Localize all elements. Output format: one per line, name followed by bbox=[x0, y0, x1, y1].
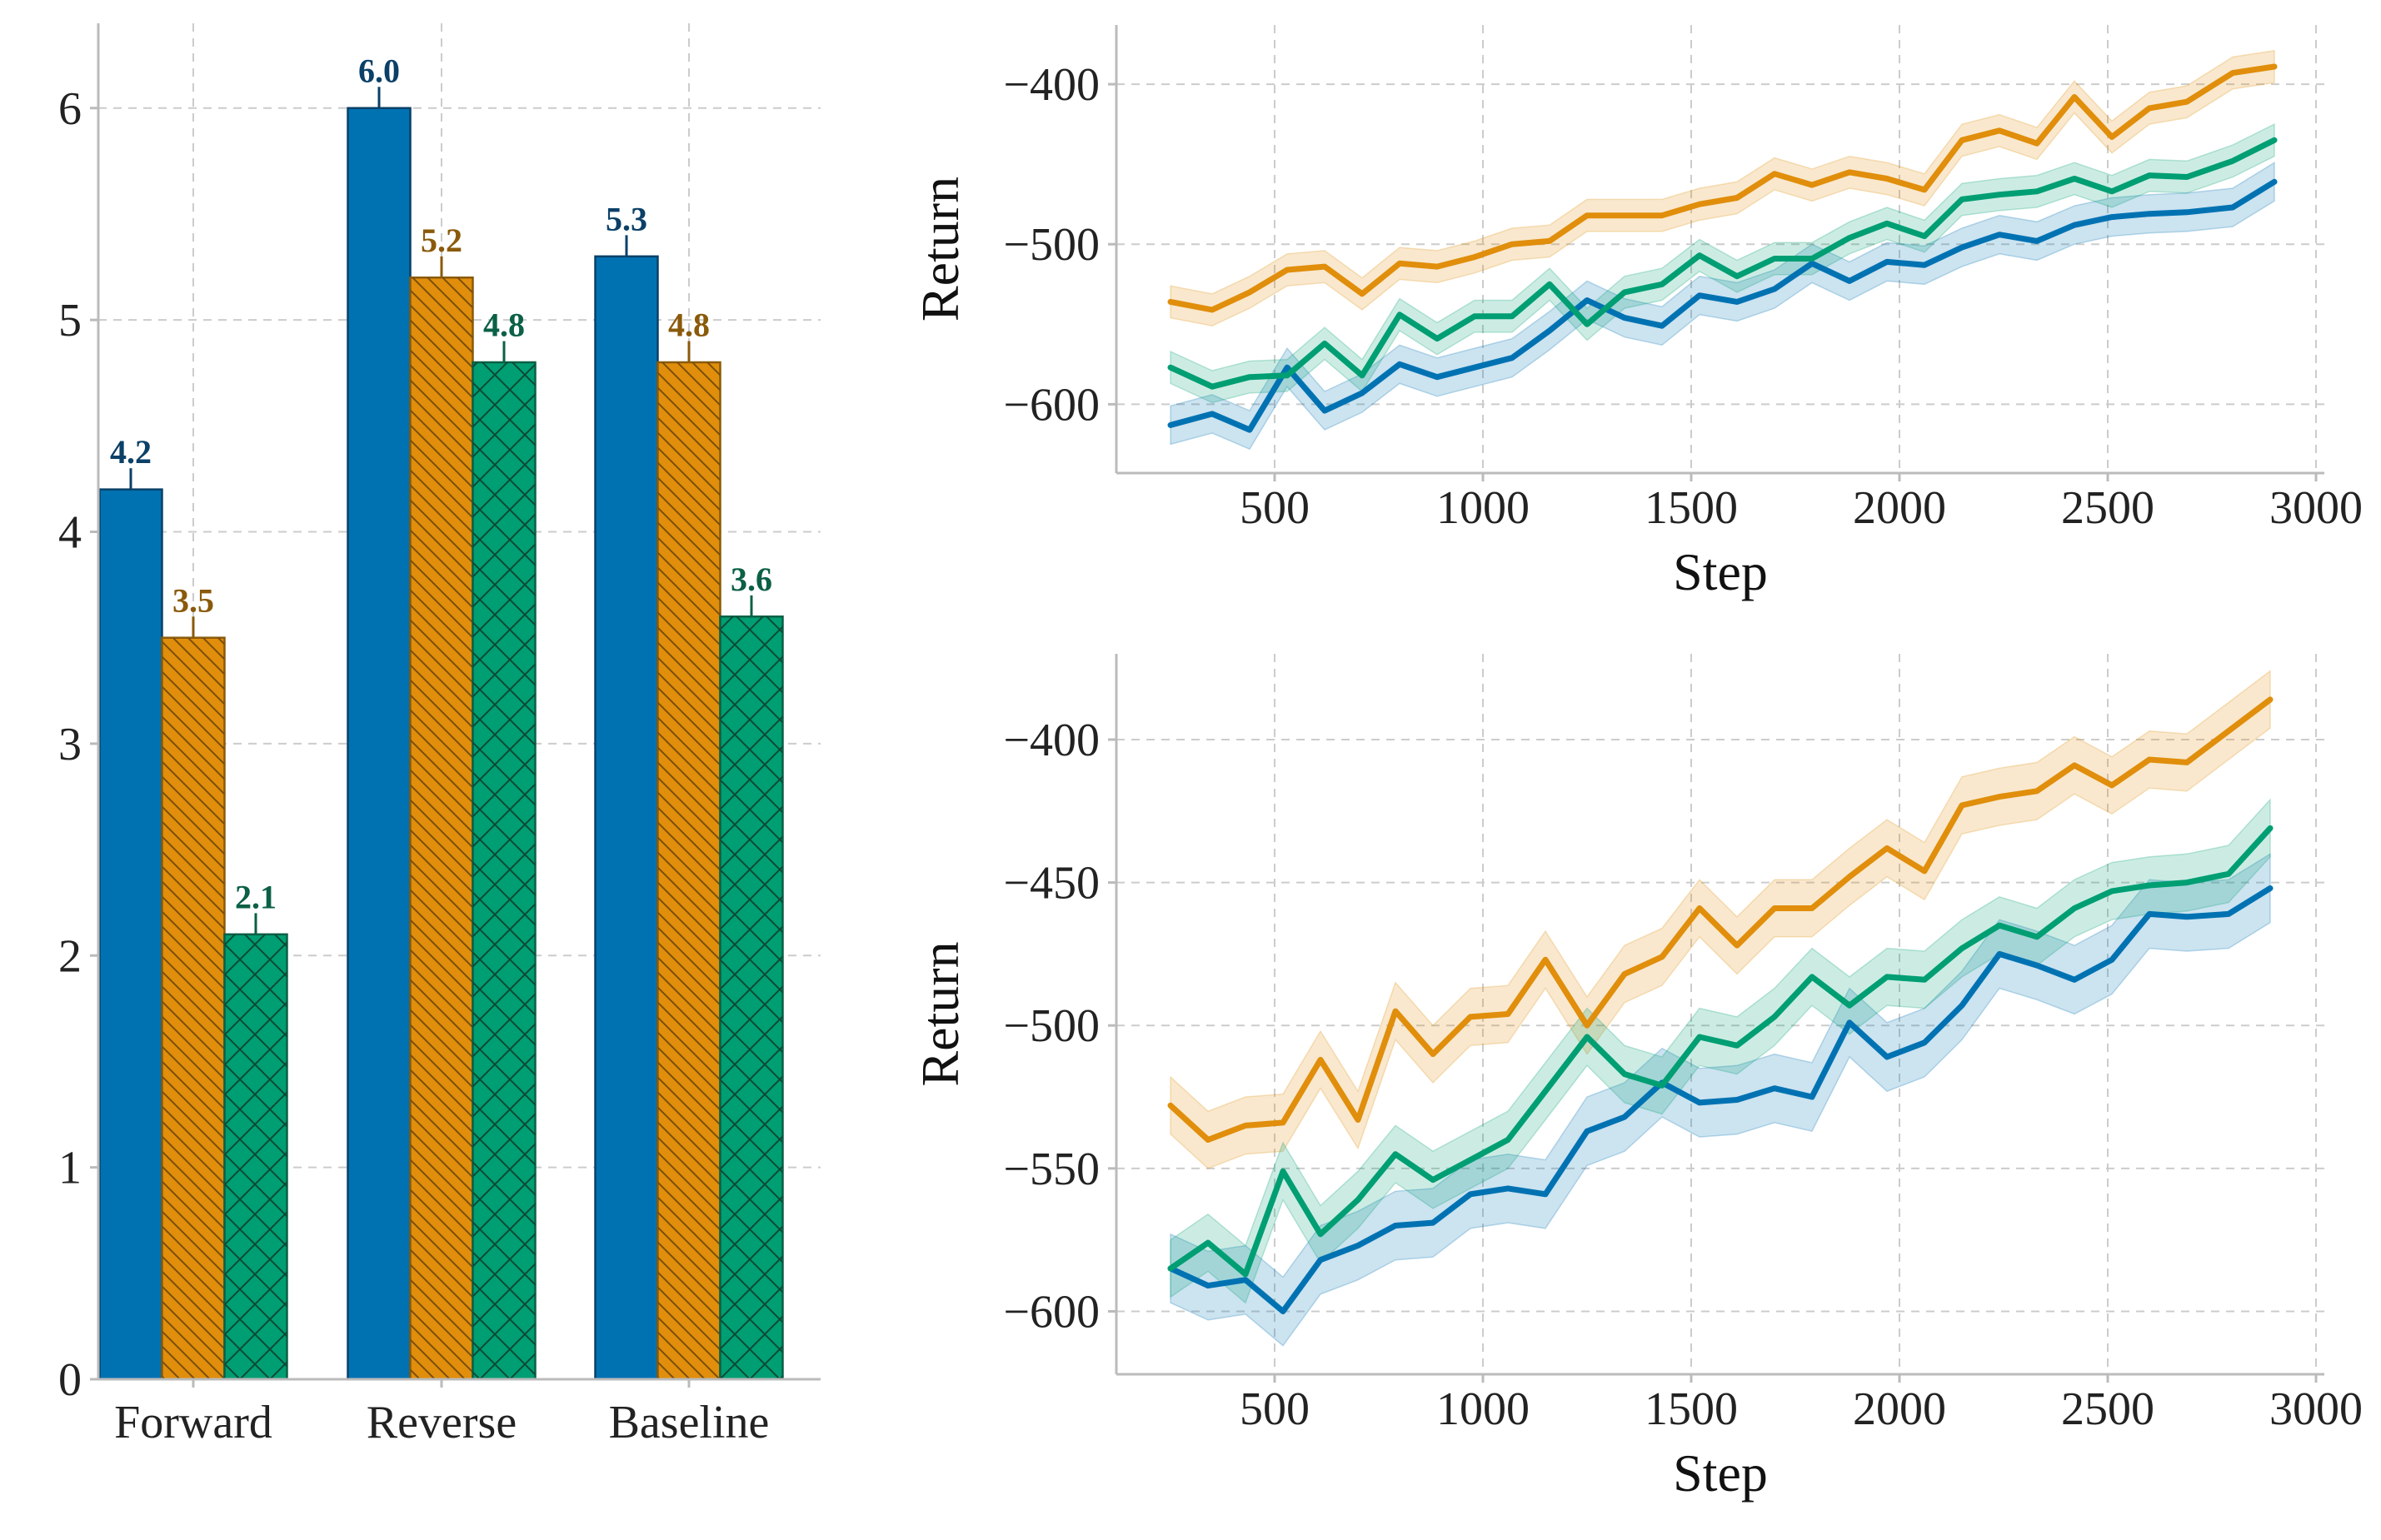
series-line-s1 bbox=[1167, 63, 2278, 313]
xtick-label-3000: 3000 bbox=[2269, 482, 2363, 534]
line-chart-top-panel: −600 −500 −400 500 1000 1500 2000 2500 3000 Step R… bbox=[911, 25, 2363, 601]
xtick-label-forward: Forward bbox=[114, 1397, 272, 1448]
xtick-label-2500: 2500 bbox=[2061, 482, 2154, 534]
xtick-label-baseline: Baseline bbox=[609, 1397, 770, 1448]
ytick-label--450: −450 bbox=[1003, 858, 1100, 910]
value-label-forward-s0: 4.2 bbox=[110, 433, 152, 471]
line-chart-bottom-panel: −600 −550 −500 −450 −400 500 1000 1500 2000 2500 3… bbox=[911, 654, 2363, 1503]
value-label-reverse-s0: 6.0 bbox=[358, 52, 400, 89]
value-label-baseline-s2: 3.6 bbox=[731, 561, 772, 598]
bar-hatch-forward-s1 bbox=[162, 637, 225, 1379]
series-line-s1 bbox=[1167, 696, 2274, 1143]
xtick-label-reverse: Reverse bbox=[367, 1397, 517, 1448]
ytick-label-2: 2 bbox=[58, 930, 82, 982]
ytick-label-3: 3 bbox=[58, 719, 82, 770]
confidence-band-s1 bbox=[1170, 49, 2275, 326]
x-axis-label: Step bbox=[1673, 542, 1768, 601]
ytick-label--500: −500 bbox=[1003, 219, 1100, 271]
xtick-label-1500: 1500 bbox=[1645, 1383, 1738, 1435]
series-line-s2 bbox=[1167, 137, 2278, 390]
xtick-label-1500: 1500 bbox=[1645, 482, 1738, 534]
x-axis-label: Step bbox=[1673, 1443, 1768, 1503]
value-label-forward-s2: 2.1 bbox=[235, 878, 277, 915]
ytick-label-5: 5 bbox=[58, 295, 82, 346]
ytick-label-4: 4 bbox=[58, 507, 82, 559]
confidence-band-s2 bbox=[1170, 798, 2271, 1304]
y-axis-label: Return bbox=[911, 177, 970, 321]
value-label-reverse-s2: 4.8 bbox=[483, 307, 525, 344]
xtick-label-2500: 2500 bbox=[2061, 1383, 2154, 1435]
bar-hatch-baseline-s2 bbox=[720, 616, 783, 1379]
bar-baseline-s0 bbox=[594, 255, 659, 1381]
ytick-label--500: −500 bbox=[1003, 1000, 1100, 1052]
series-line-s0 bbox=[1167, 885, 2274, 1314]
xtick-label-1000: 1000 bbox=[1436, 1383, 1530, 1435]
value-label-baseline-s1: 4.8 bbox=[668, 307, 710, 344]
series-line-s0 bbox=[1167, 178, 2278, 433]
y-axis-label: Return bbox=[911, 941, 970, 1086]
ytick-label--400: −400 bbox=[1003, 59, 1100, 111]
xtick-label-2000: 2000 bbox=[1853, 482, 1946, 534]
value-label-forward-s1: 3.5 bbox=[172, 581, 214, 619]
bar-hatch-reverse-s2 bbox=[472, 362, 536, 1379]
xtick-label-500: 500 bbox=[1240, 1383, 1310, 1435]
series-line-s2 bbox=[1167, 825, 2274, 1278]
bar-reverse-s0 bbox=[347, 107, 412, 1381]
ytick-label-6: 6 bbox=[58, 83, 82, 135]
xtick-label-500: 500 bbox=[1240, 482, 1310, 534]
ytick-label--600: −600 bbox=[1003, 379, 1100, 431]
bar-hatch-reverse-s1 bbox=[410, 277, 473, 1379]
bar-forward-s0 bbox=[98, 488, 163, 1381]
ytick-label-0: 0 bbox=[58, 1354, 82, 1406]
ytick-label--400: −400 bbox=[1003, 715, 1100, 766]
bar-chart-panel: 4.2 6.0 5.3 3.5 5.2 4.8 2.1 4.8 3.6 0 1 2 3 4 5 6 Forwar… bbox=[58, 23, 821, 1448]
bar-hatch-forward-s2 bbox=[224, 934, 287, 1379]
value-label-reverse-s1: 5.2 bbox=[421, 222, 462, 259]
xtick-label-3000: 3000 bbox=[2269, 1383, 2363, 1435]
ytick-label--550: −550 bbox=[1003, 1144, 1100, 1195]
bar-hatch-baseline-s1 bbox=[657, 362, 721, 1379]
value-label-baseline-s0: 5.3 bbox=[606, 200, 647, 237]
ytick-label--600: −600 bbox=[1003, 1286, 1100, 1338]
ytick-label-1: 1 bbox=[58, 1143, 82, 1194]
xtick-label-2000: 2000 bbox=[1853, 1383, 1946, 1435]
xtick-label-1000: 1000 bbox=[1436, 482, 1530, 534]
